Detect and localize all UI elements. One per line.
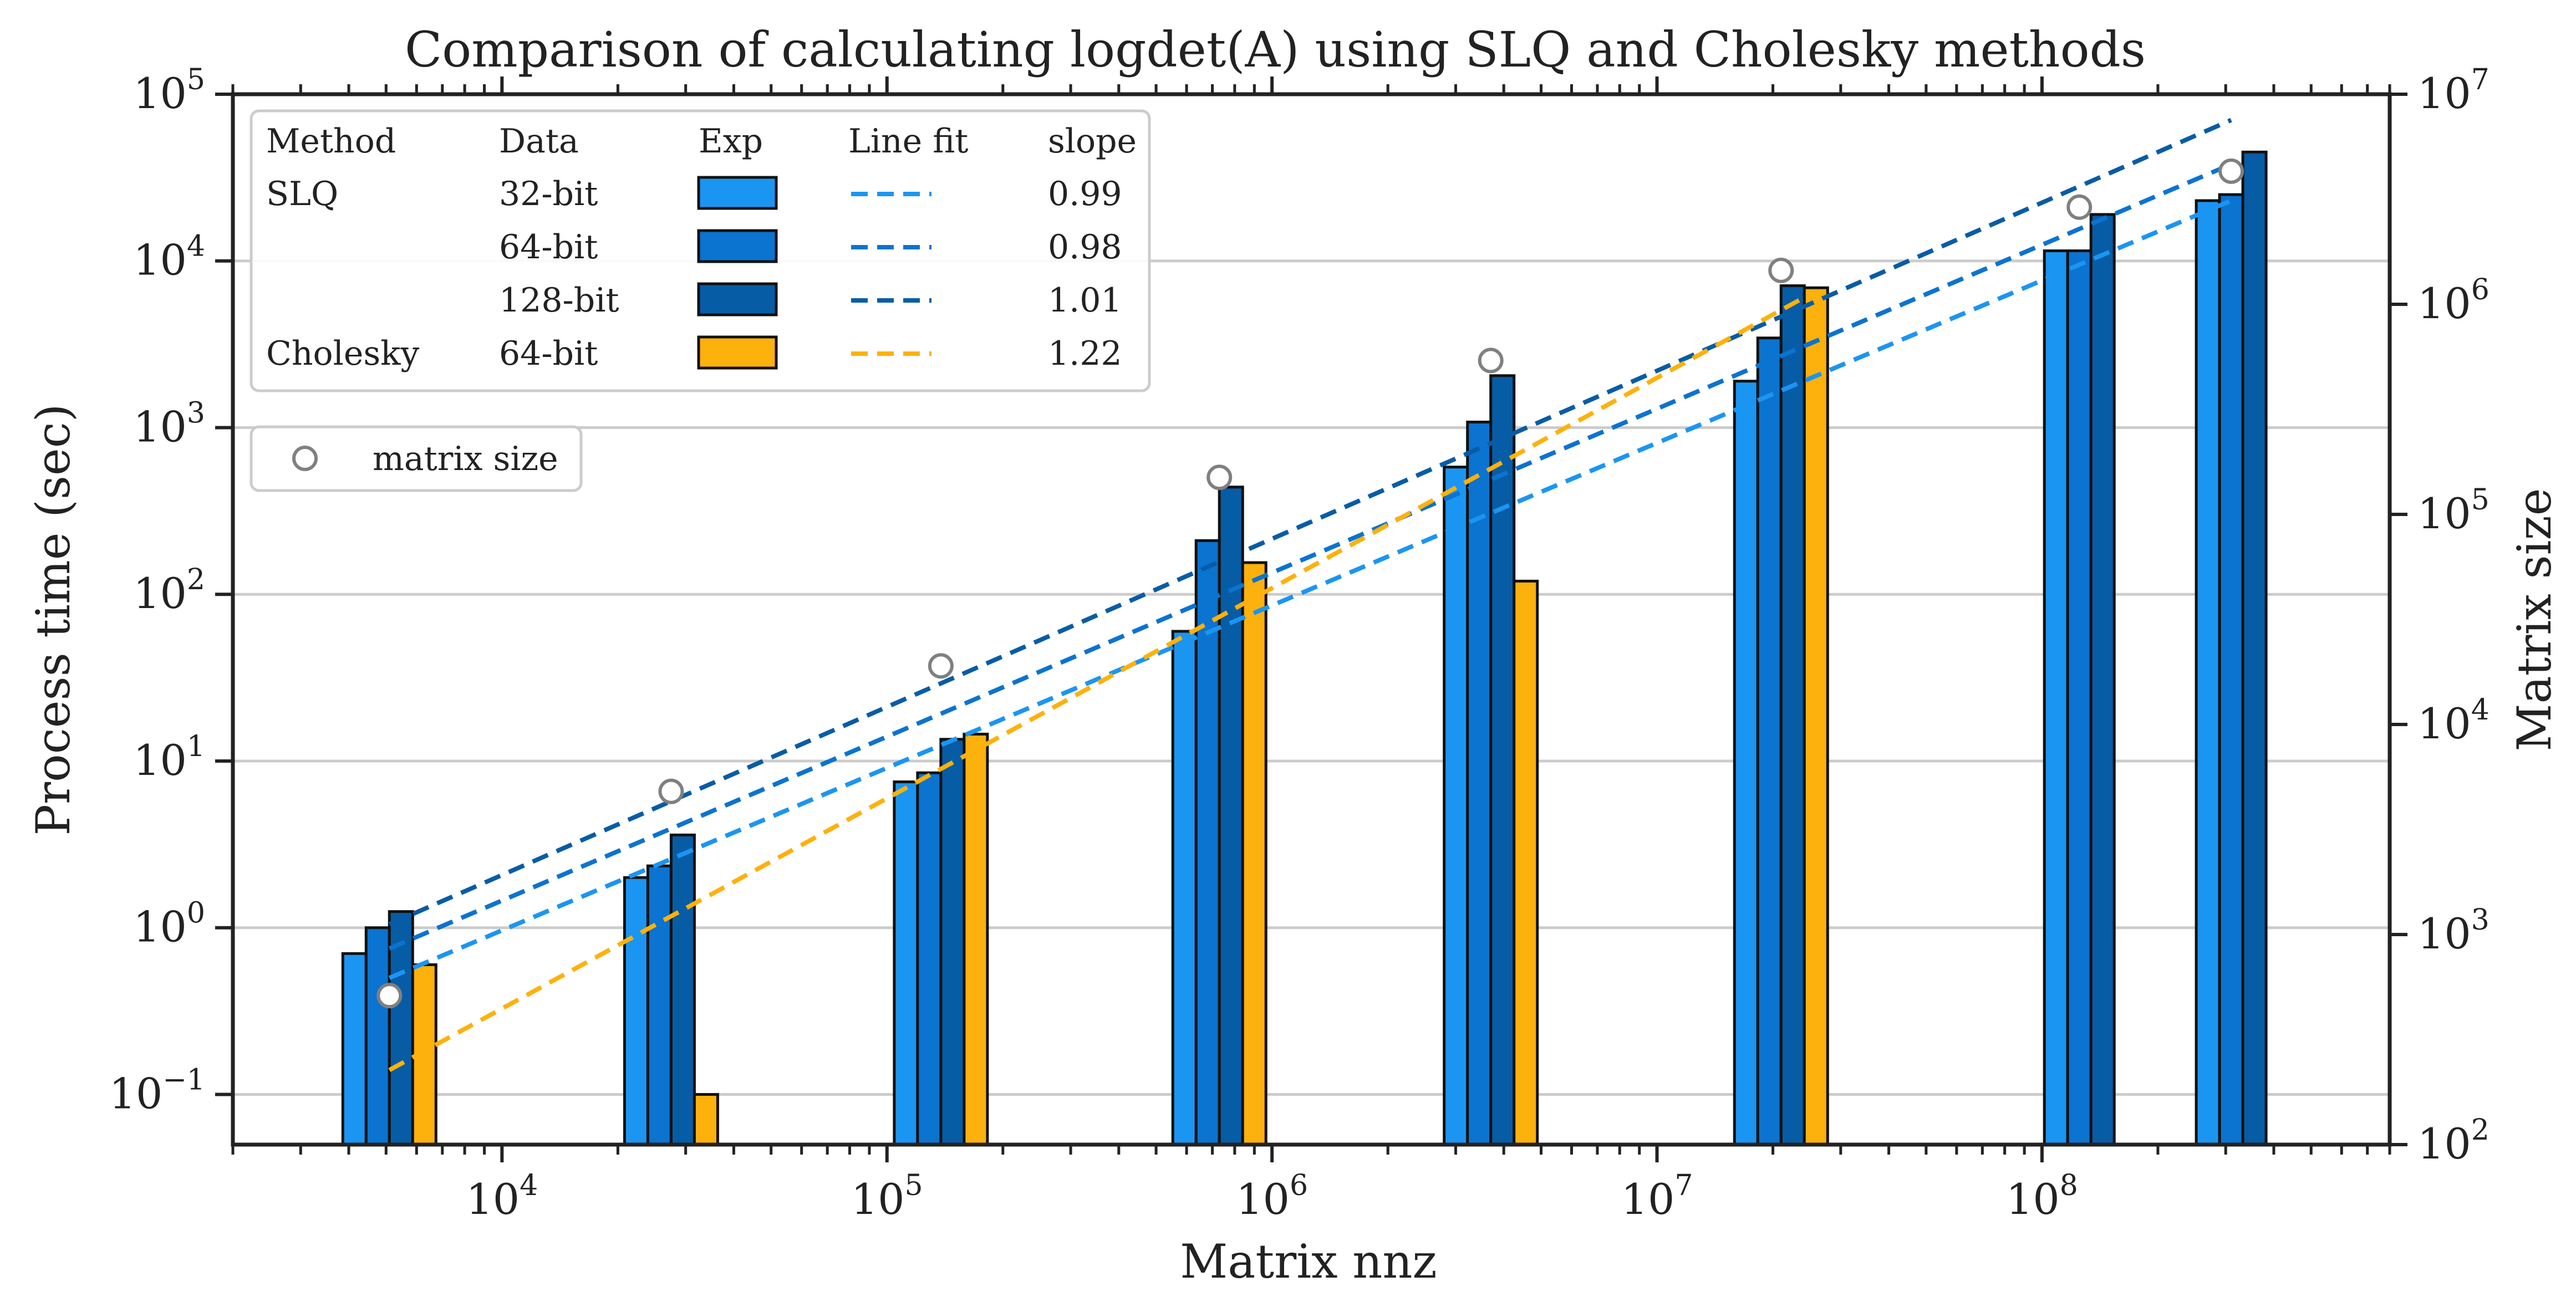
marker-legend-symbol: [292, 446, 318, 471]
legend-slope-label: 0.99: [1048, 175, 1122, 213]
bar-chol_64: [1241, 561, 1267, 1146]
bar-slq_128: [1779, 284, 1806, 1146]
bar-slq_64: [2218, 193, 2244, 1146]
legend-swatch-slq_64: [697, 229, 778, 263]
bar-slq_32: [893, 780, 919, 1146]
y2-tick-label: 107: [2417, 63, 2490, 118]
matrix-size-marker: [1478, 348, 1504, 374]
y-tick-label: 102: [133, 563, 205, 618]
y2-tick-label: 103: [2417, 903, 2490, 958]
x-tick-label: 105: [851, 1169, 923, 1224]
chart-title: Comparison of calculating logdet(A) usin…: [405, 21, 2146, 78]
bar-slq_64: [1194, 539, 1221, 1146]
y2-axis-label: Matrix size: [2507, 488, 2562, 752]
y-tick-label: 103: [133, 396, 205, 451]
matrix-size-marker: [1206, 464, 1233, 491]
legend-data-label: 128-bit: [499, 281, 619, 320]
legend-header-slope: slope: [1048, 122, 1137, 161]
legend-method-label: Cholesky: [266, 334, 420, 373]
matrix-size-marker: [1768, 257, 1794, 283]
matrix-size-marker: [376, 983, 403, 1009]
bar-slq_64: [2066, 249, 2093, 1146]
fit-line-slq_64: [388, 162, 2232, 951]
x-tick-label: 104: [466, 1169, 538, 1224]
bar-slq_128: [939, 738, 966, 1146]
bar-chol_64: [963, 732, 989, 1146]
legend-data-label: 64-bit: [499, 334, 598, 373]
y-tick-label: 10−1: [109, 1063, 205, 1118]
axes: 104 105 106 107 108 10−1 100 101 102 103 104 105 102…: [109, 63, 2490, 1224]
bar-slq_64: [1466, 420, 1493, 1146]
legend: Method Data Exp Line fit slope SLQ 32-bit 0.99 6…: [250, 109, 1151, 492]
marker-legend-box: [250, 425, 583, 492]
matrix-size-marker: [2218, 158, 2244, 184]
legend-slope-label: 1.22: [1048, 334, 1122, 373]
fit-line-slq_128: [388, 118, 2232, 927]
legend-slope-label: 1.01: [1048, 281, 1122, 320]
bar-slq_64: [364, 926, 391, 1146]
legend-slope-label: 0.98: [1048, 228, 1122, 267]
y-tick-label: 105: [133, 63, 205, 118]
matrix-size-marker: [928, 653, 954, 679]
matrix-size-marker: [658, 778, 684, 804]
legend-data-label: 32-bit: [499, 175, 598, 213]
x-axis-label: Matrix nnz: [1180, 1234, 1437, 1289]
bar-slq_128: [1489, 374, 1516, 1146]
y-tick-label: 101: [133, 730, 205, 785]
bar-slq_128: [2089, 213, 2116, 1146]
bar-slq_64: [916, 771, 943, 1146]
matrix-size-marker: [2066, 194, 2093, 220]
legend-header-linefit: Line fit: [848, 122, 968, 161]
y-axis-label: Process time (sec): [26, 404, 80, 835]
plot-frame: [231, 92, 2392, 1147]
bar-slq_32: [1443, 466, 1469, 1146]
y2-tick-label: 105: [2417, 483, 2490, 538]
y2-tick-label: 104: [2417, 693, 2490, 748]
legend-data-label: 64-bit: [499, 228, 598, 267]
bar-slq_32: [1171, 630, 1198, 1146]
bar-slq_128: [669, 833, 696, 1146]
bar-slq_32: [1733, 380, 1759, 1146]
bar-slq_32: [623, 876, 649, 1146]
legend-swatch-slq_128: [697, 282, 778, 316]
bar-slq_64: [1756, 336, 1783, 1146]
y-tick-label: 100: [133, 897, 205, 952]
legend-swatch-chol_64: [697, 335, 778, 370]
fit-lines: [388, 118, 2232, 1073]
bar-chol_64: [1803, 286, 1829, 1146]
y2-tick-label: 102: [2417, 1114, 2490, 1168]
legend-header-method: Method: [266, 122, 396, 161]
legend-header-exp: Exp: [699, 122, 763, 161]
bar-slq_32: [2195, 199, 2221, 1146]
fit-line-slq_32: [388, 198, 2232, 980]
fit-line-chol_64: [388, 295, 1805, 1073]
y2-tick-label: 106: [2417, 273, 2490, 328]
y-tick-label: 104: [133, 230, 205, 285]
x-tick-label: 108: [2006, 1169, 2078, 1224]
matrix-size-markers: [376, 158, 2244, 1009]
x-tick-label: 107: [1621, 1169, 1693, 1224]
legend-swatch-slq_32: [697, 176, 778, 210]
bar-slq_32: [2043, 249, 2069, 1146]
bar-chol_64: [1513, 579, 1539, 1146]
legend-header-data: Data: [499, 122, 579, 161]
x-tick-label: 106: [1236, 1169, 1308, 1224]
bar-slq_128: [1218, 486, 1244, 1146]
legend-method-label: SLQ: [266, 175, 338, 213]
bar-slq_128: [2241, 150, 2268, 1146]
marker-legend-label: matrix size: [373, 440, 558, 478]
bar-slq_64: [646, 864, 673, 1146]
bar-slq_32: [341, 952, 368, 1146]
bar-chol_64: [693, 1093, 719, 1146]
